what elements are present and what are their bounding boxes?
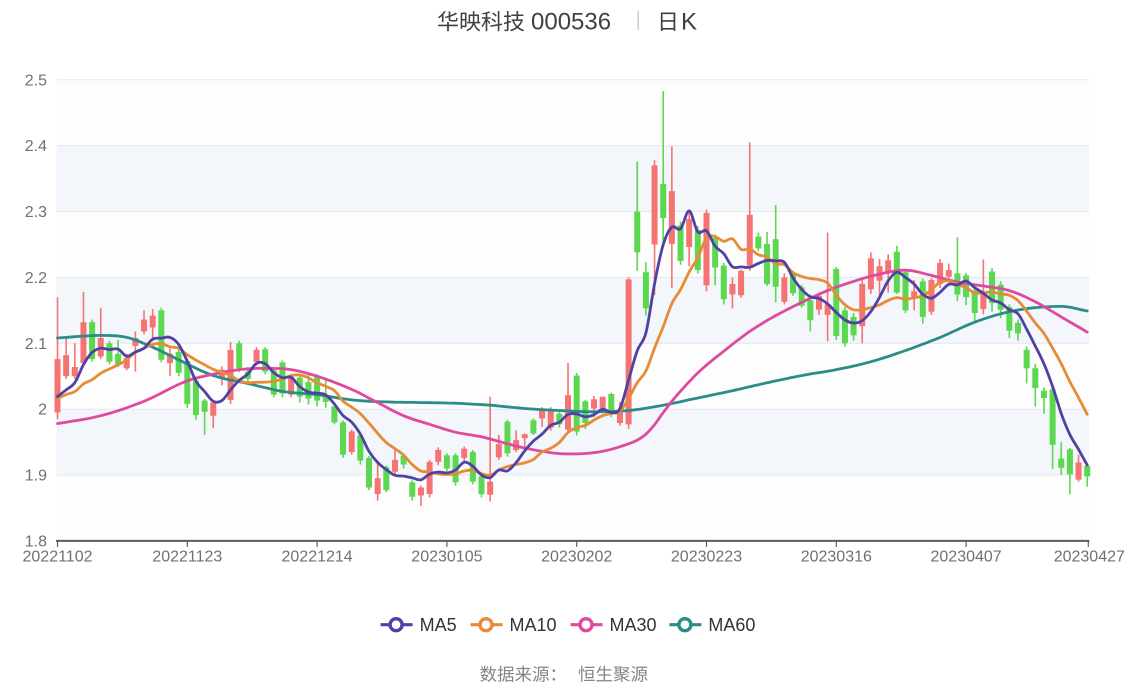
svg-text:20230105: 20230105 bbox=[411, 549, 482, 566]
svg-text:2.4: 2.4 bbox=[25, 138, 47, 155]
svg-text:20230427: 20230427 bbox=[1054, 549, 1125, 566]
svg-text:20230407: 20230407 bbox=[931, 549, 1002, 566]
svg-text:2.2: 2.2 bbox=[25, 270, 47, 287]
svg-text:MA30: MA30 bbox=[610, 615, 657, 635]
svg-text:MA60: MA60 bbox=[708, 615, 755, 635]
svg-text:MA5: MA5 bbox=[420, 615, 457, 635]
svg-text:2: 2 bbox=[38, 402, 47, 419]
svg-text:20230223: 20230223 bbox=[671, 549, 742, 566]
svg-text:20221123: 20221123 bbox=[152, 549, 222, 566]
svg-text:20230202: 20230202 bbox=[541, 549, 612, 566]
svg-text:1.9: 1.9 bbox=[25, 468, 47, 485]
svg-text:000536: 000536 bbox=[531, 9, 611, 36]
svg-text:K: K bbox=[681, 9, 697, 36]
svg-text:2.3: 2.3 bbox=[25, 204, 47, 221]
svg-text:20221102: 20221102 bbox=[23, 549, 93, 566]
svg-text:2.1: 2.1 bbox=[25, 336, 47, 353]
svg-text:20230316: 20230316 bbox=[801, 549, 872, 566]
svg-text:MA10: MA10 bbox=[510, 615, 557, 635]
svg-text:2.5: 2.5 bbox=[25, 72, 47, 89]
svg-text:1.8: 1.8 bbox=[25, 533, 47, 550]
svg-text:20221214: 20221214 bbox=[282, 549, 353, 566]
